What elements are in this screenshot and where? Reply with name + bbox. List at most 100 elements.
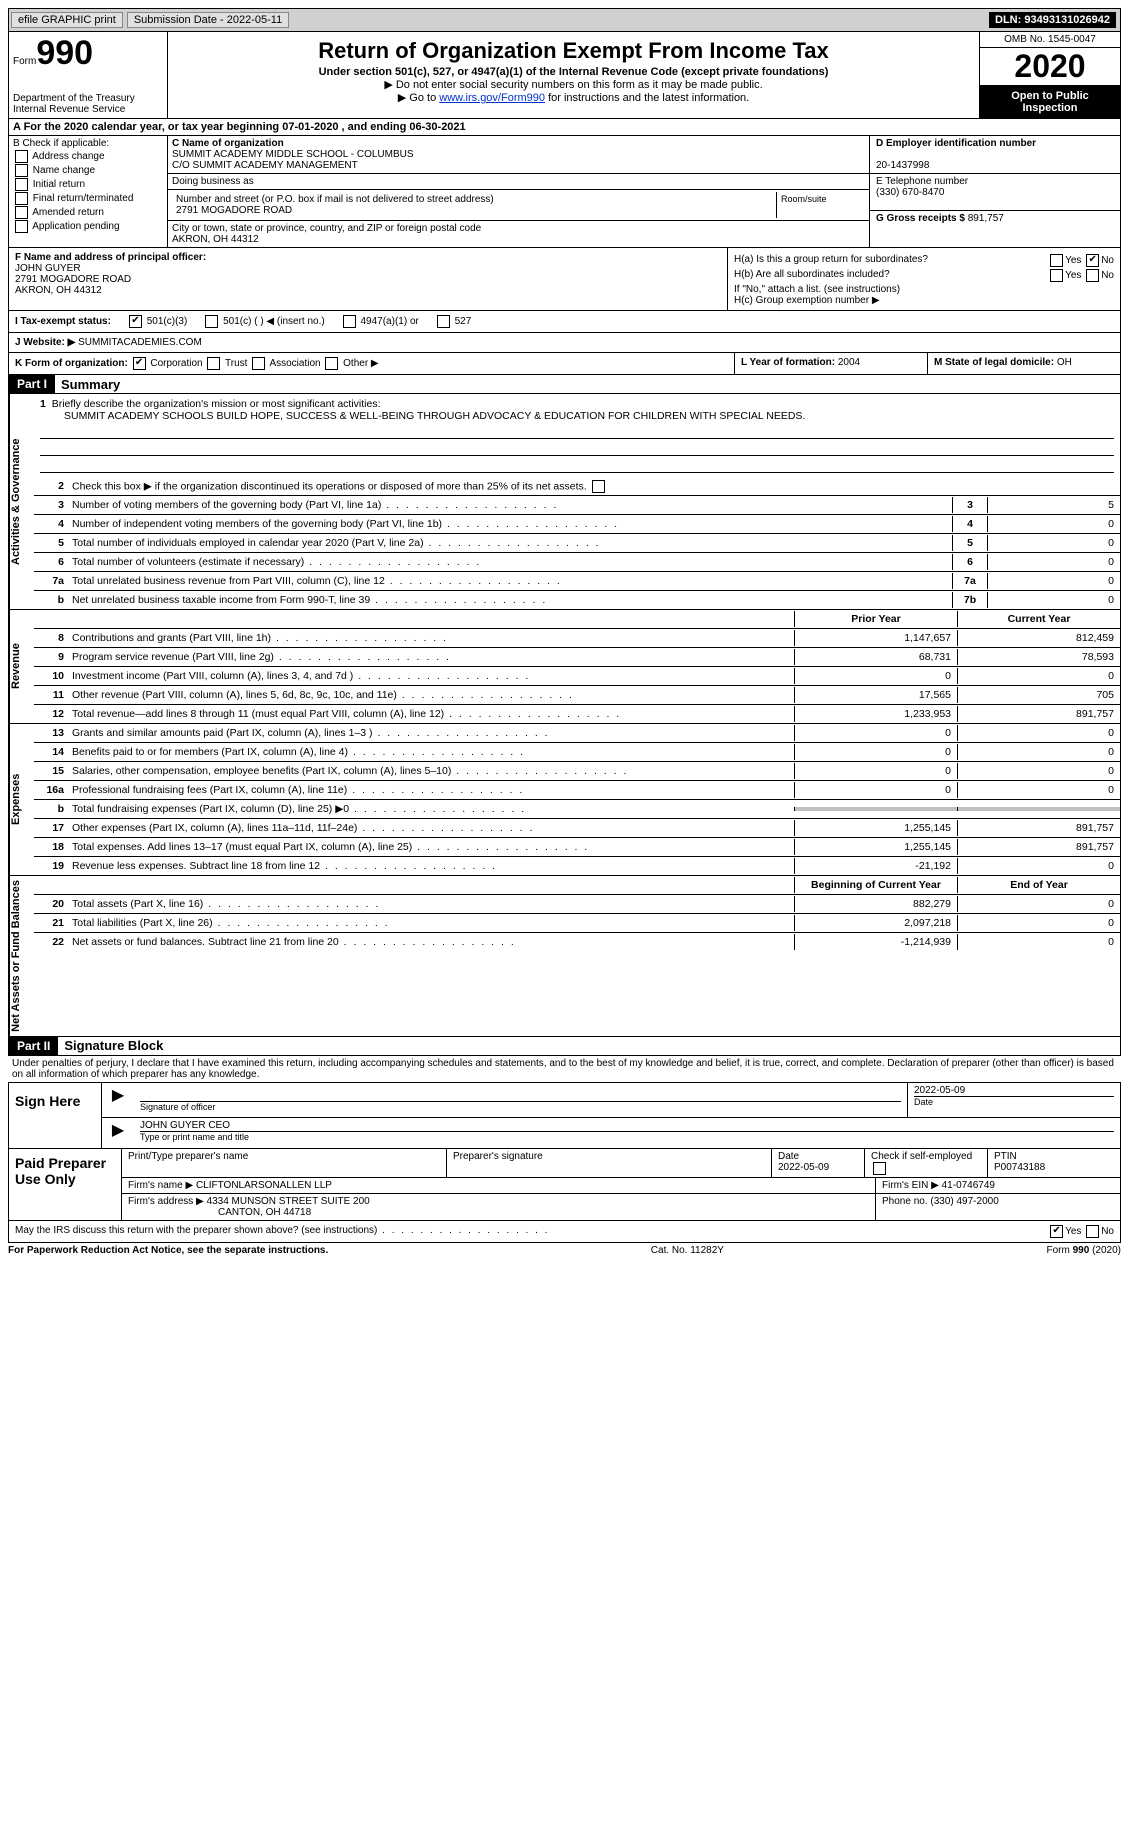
self-employed-checkbox[interactable] — [873, 1162, 886, 1175]
mission-text: SUMMIT ACADEMY SCHOOLS BUILD HOPE, SUCCE… — [40, 410, 805, 422]
mission-line — [40, 441, 1114, 456]
line-value: 0 — [987, 592, 1120, 608]
opt-initial-return[interactable]: Initial return — [13, 178, 163, 191]
opt-application-pending[interactable]: Application pending — [13, 220, 163, 233]
org-name-cell: C Name of organization SUMMIT ACADEMY MI… — [168, 136, 869, 174]
h-a-no-checkbox[interactable] — [1086, 254, 1099, 267]
firm-ein-cell: Firm's EIN ▶ 41-0746749 — [876, 1178, 1120, 1193]
discuss-label: May the IRS discuss this return with the… — [15, 1225, 549, 1238]
line-label: Other revenue (Part VIII, column (A), li… — [68, 687, 794, 703]
opt-final-return[interactable]: Final return/terminated — [13, 192, 163, 205]
h-b-no-checkbox[interactable] — [1086, 269, 1099, 282]
summary-expenses: Expenses 13 Grants and similar amounts p… — [8, 724, 1121, 876]
prep-firm-row: Firm's name ▶ CLIFTONLARSONALLEN LLP Fir… — [122, 1178, 1120, 1194]
addr-label: Number and street (or P.O. box if mail i… — [176, 194, 494, 205]
opt-501c: 501(c) ( ) ◀ (insert no.) — [223, 316, 325, 327]
firm-phone-cell: Phone no. (330) 497-2000 — [876, 1194, 1120, 1220]
prep-hdr-row: Print/Type preparer's name Preparer's si… — [122, 1149, 1120, 1178]
k-other-checkbox[interactable] — [325, 357, 338, 370]
discuss-yes-checkbox[interactable] — [1050, 1225, 1063, 1238]
arrow-icon: ▶ — [102, 1083, 134, 1117]
line-num: 3 — [34, 497, 68, 513]
line-num: 4 — [34, 516, 68, 532]
k-assoc: Association — [269, 358, 320, 369]
prior-value: 0 — [794, 763, 957, 779]
line-label: Salaries, other compensation, employee b… — [68, 763, 794, 779]
summary-netassets: Net Assets or Fund Balances Beginning of… — [8, 876, 1121, 1037]
line2-checkbox[interactable] — [592, 480, 605, 493]
line-num: 17 — [34, 820, 68, 836]
current-value: 0 — [957, 763, 1120, 779]
firm-addr-label: Firm's address ▶ — [128, 1196, 207, 1207]
opt-label: Name change — [33, 165, 95, 176]
h-a-row: H(a) Is this a group return for subordin… — [734, 254, 1114, 267]
501c3-checkbox[interactable] — [129, 315, 142, 328]
current-value: 0 — [957, 915, 1120, 931]
officer-addr: 2791 MOGADORE ROAD — [15, 274, 131, 285]
summary-line: 19 Revenue less expenses. Subtract line … — [34, 857, 1120, 875]
sig-name-value: JOHN GUYER CEO — [140, 1120, 230, 1131]
opt-name-change[interactable]: Name change — [13, 164, 163, 177]
line-num: 16a — [34, 782, 68, 798]
k-trust-checkbox[interactable] — [207, 357, 220, 370]
part1-title: Summary — [61, 377, 120, 392]
summary-line: 11 Other revenue (Part VIII, column (A),… — [34, 686, 1120, 705]
h-a-yes-checkbox[interactable] — [1050, 254, 1063, 267]
officer-label: F Name and address of principal officer: — [15, 252, 206, 263]
open-public-badge: Open to Public Inspection — [980, 86, 1120, 118]
form990-link[interactable]: www.irs.gov/Form990 — [439, 92, 545, 104]
penalty-text: Under penalties of perjury, I declare th… — [8, 1056, 1121, 1082]
current-value: 0 — [957, 934, 1120, 950]
line-num: 19 — [34, 858, 68, 874]
k-assoc-checkbox[interactable] — [252, 357, 265, 370]
line-num: 15 — [34, 763, 68, 779]
m-cell: M State of legal domicile: OH — [927, 353, 1120, 374]
opt-amended-return[interactable]: Amended return — [13, 206, 163, 219]
submission-date-label: Submission Date - — [134, 14, 227, 26]
line-label: Total unrelated business revenue from Pa… — [68, 573, 952, 589]
form-title-box: Return of Organization Exempt From Incom… — [168, 32, 979, 118]
phone-label: E Telephone number — [876, 176, 968, 187]
submission-date-value: 2022-05-11 — [227, 14, 282, 26]
prep-date-cell: Date 2022-05-09 — [772, 1149, 865, 1177]
h-a-label: H(a) Is this a group return for subordin… — [734, 254, 928, 267]
k-corp-checkbox[interactable] — [133, 357, 146, 370]
blank — [34, 617, 68, 621]
opt-501c3: 501(c)(3) — [147, 316, 188, 327]
line-num: 8 — [34, 630, 68, 646]
line-label: Program service revenue (Part VIII, line… — [68, 649, 794, 665]
line-label: Revenue less expenses. Subtract line 18 … — [68, 858, 794, 874]
year-box: OMB No. 1545-0047 2020 Open to Public In… — [979, 32, 1120, 118]
footer-mid: Cat. No. 11282Y — [651, 1245, 724, 1256]
m-value: OH — [1057, 357, 1072, 368]
line-label: Total number of volunteers (estimate if … — [68, 554, 952, 570]
line1-label: Briefly describe the organization's miss… — [52, 398, 381, 410]
opt-527: 527 — [455, 316, 472, 327]
h-c-label: H(c) Group exemption number ▶ — [734, 295, 1114, 306]
sidebar-governance: Activities & Governance — [9, 394, 34, 609]
submission-date-button[interactable]: Submission Date - 2022-05-11 — [127, 12, 289, 28]
4947-checkbox[interactable] — [343, 315, 356, 328]
j-label: J Website: ▶ — [15, 337, 78, 348]
discuss-no-checkbox[interactable] — [1086, 1225, 1099, 1238]
firm-name: CLIFTONLARSONALLEN LLP — [196, 1180, 332, 1191]
city-cell: City or town, state or province, country… — [168, 221, 869, 247]
line-a: A For the 2020 calendar year, or tax yea… — [8, 119, 1121, 136]
summary-line: 13 Grants and similar amounts paid (Part… — [34, 724, 1120, 743]
addr-row: Number and street (or P.O. box if mail i… — [168, 190, 869, 221]
dln-label: DLN: — [995, 14, 1024, 26]
prior-value — [794, 807, 957, 811]
officer-city: AKRON, OH 44312 — [15, 285, 102, 296]
line-num: 12 — [34, 706, 68, 722]
topbar: efile GRAPHIC print Submission Date - 20… — [8, 8, 1121, 32]
note2-pre: ▶ Go to — [398, 92, 439, 104]
opt-address-change[interactable]: Address change — [13, 150, 163, 163]
527-checkbox[interactable] — [437, 315, 450, 328]
h-b-yes-checkbox[interactable] — [1050, 269, 1063, 282]
page-footer: For Paperwork Reduction Act Notice, see … — [8, 1245, 1121, 1256]
summary-line: 3 Number of voting members of the govern… — [34, 496, 1120, 515]
preparer-block: Paid Preparer Use Only Print/Type prepar… — [8, 1149, 1121, 1221]
501c-checkbox[interactable] — [205, 315, 218, 328]
efile-button[interactable]: efile GRAPHIC print — [11, 12, 123, 28]
line-value: 0 — [987, 535, 1120, 551]
